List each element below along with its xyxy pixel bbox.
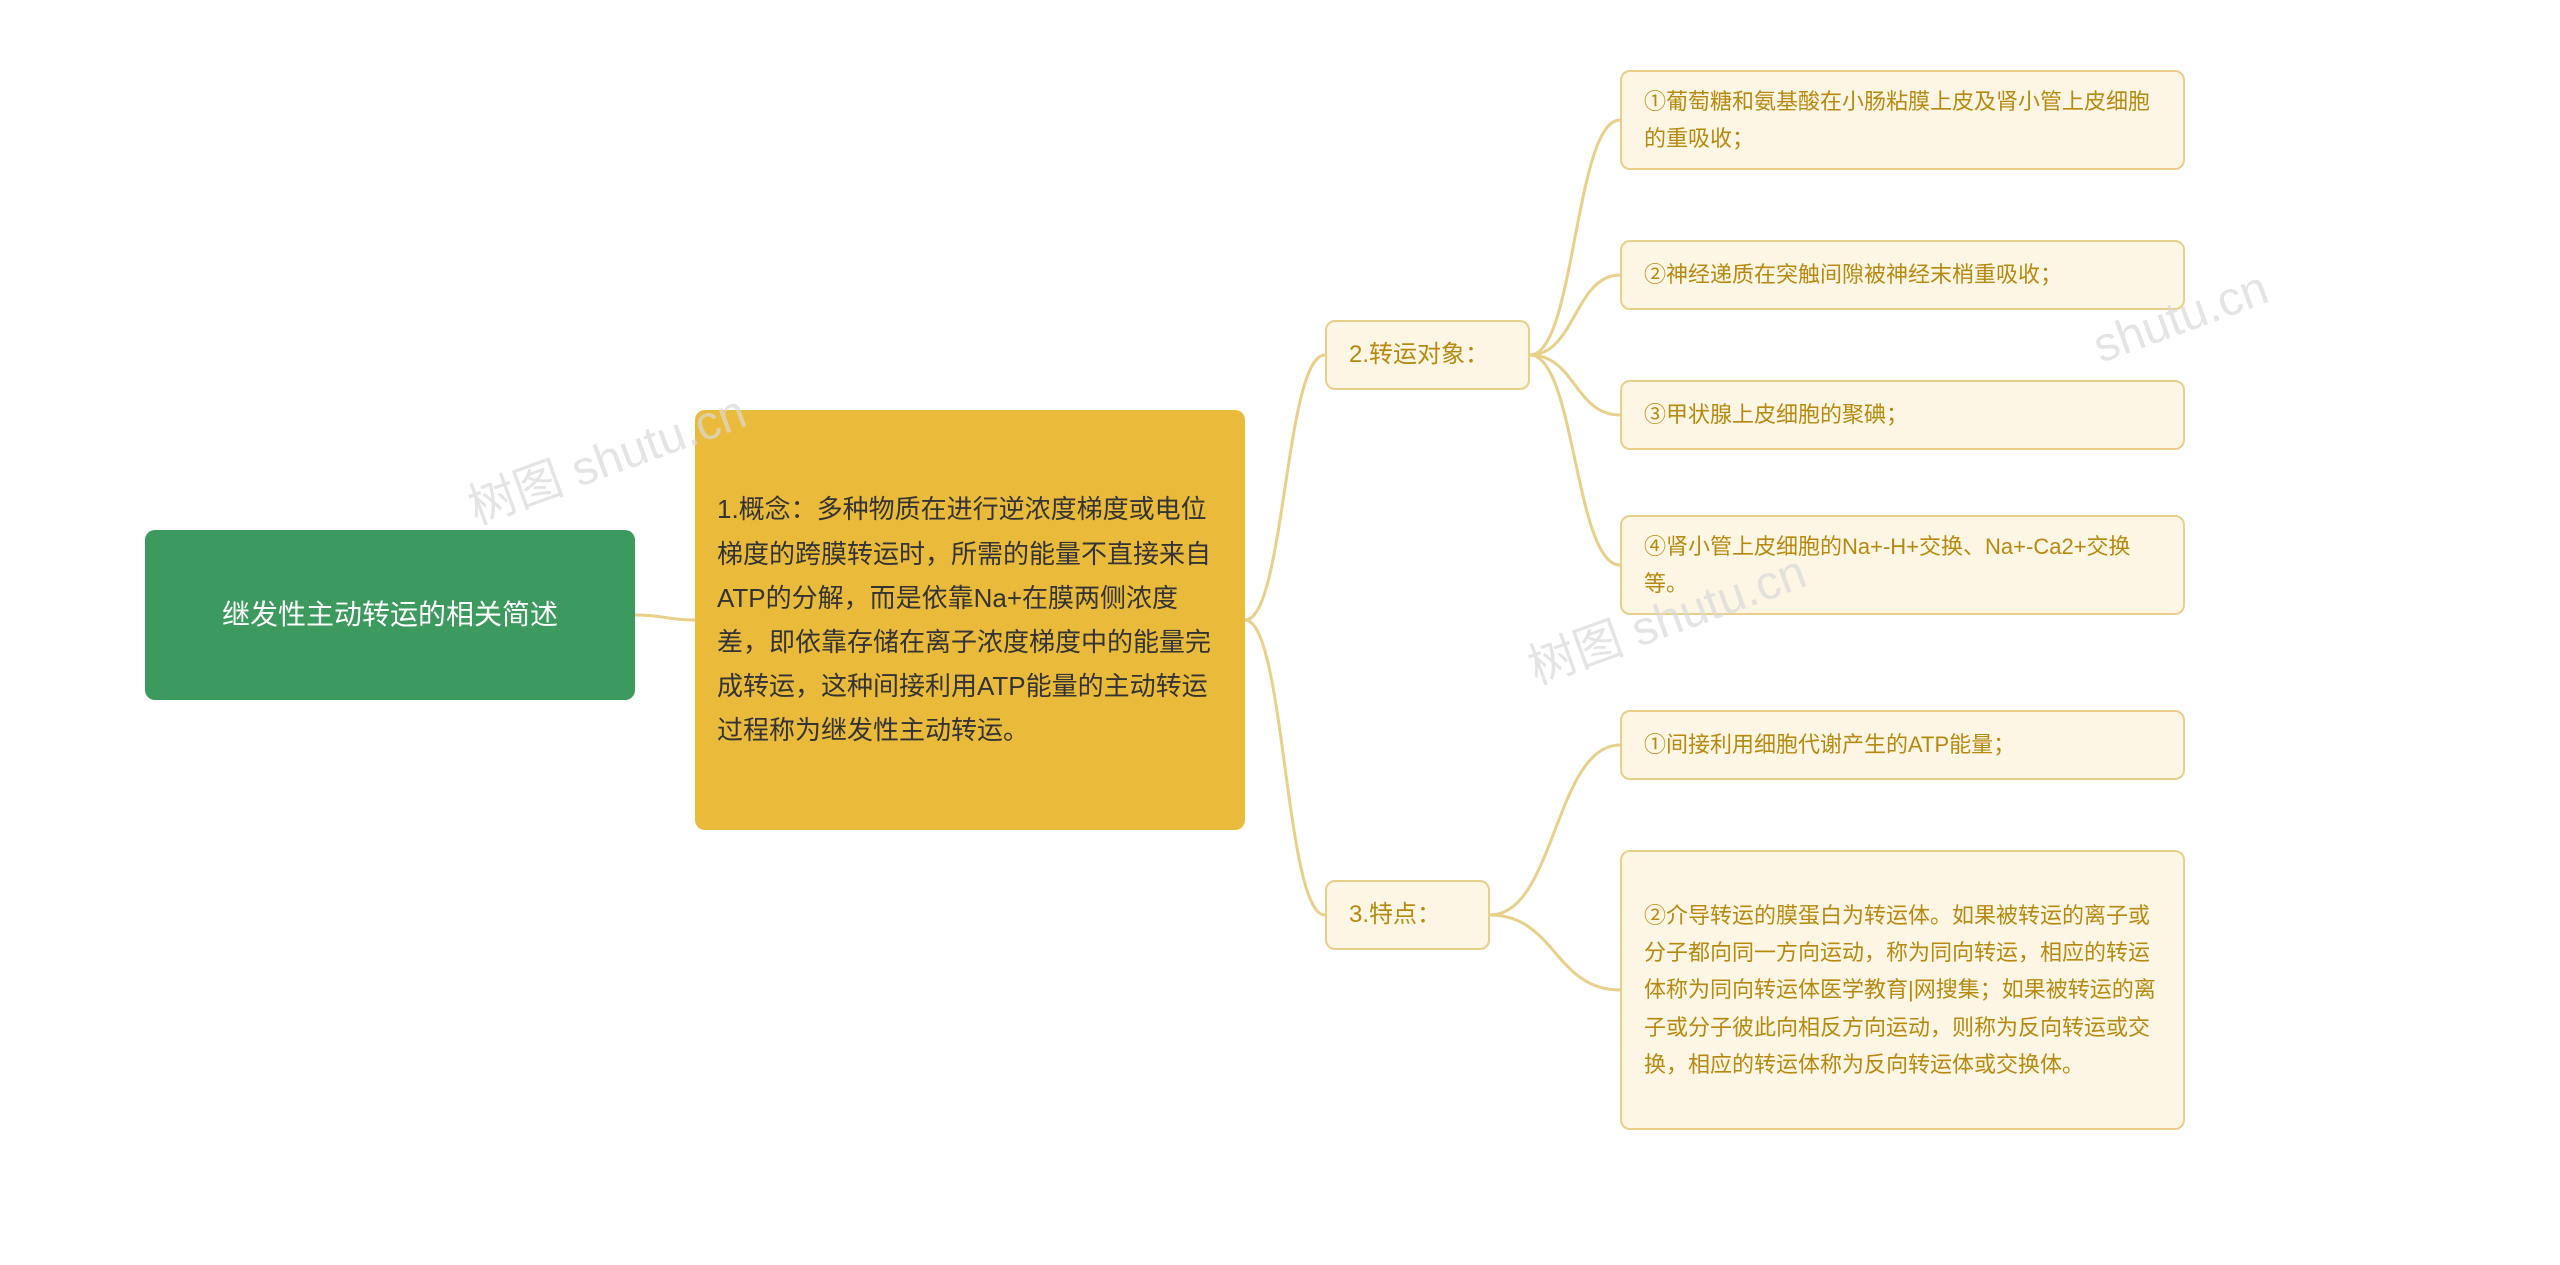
- level3-text: ①间接利用细胞代谢产生的ATP能量；: [1644, 726, 2015, 763]
- connector: [1245, 620, 1325, 915]
- level2-text: 3.特点：: [1349, 895, 1441, 936]
- connector: [1530, 355, 1620, 565]
- connector: [1530, 275, 1620, 355]
- level3-text: ②介导转运的膜蛋白为转运体。如果被转运的离子或分子都向同一方向运动，称为同向转运…: [1644, 897, 2161, 1084]
- connector: [1490, 915, 1620, 990]
- level2-text: 2.转运对象：: [1349, 335, 1489, 376]
- level3-node: ③甲状腺上皮细胞的聚碘；: [1620, 380, 2185, 450]
- level3-node: ②介导转运的膜蛋白为转运体。如果被转运的离子或分子都向同一方向运动，称为同向转运…: [1620, 850, 2185, 1130]
- level3-node: ②神经递质在突触间隙被神经末梢重吸收；: [1620, 240, 2185, 310]
- level3-text: ③甲状腺上皮细胞的聚碘；: [1644, 396, 1908, 433]
- connector: [1530, 355, 1620, 415]
- level1-text: 1.概念：多种物质在进行逆浓度梯度或电位梯度的跨膜转运时，所需的能量不直接来自A…: [717, 487, 1223, 752]
- root-text: 继发性主动转运的相关简述: [222, 591, 558, 639]
- connector: [1245, 355, 1325, 620]
- connector: [1530, 120, 1620, 355]
- level3-text: ①葡萄糖和氨基酸在小肠粘膜上皮及肾小管上皮细胞的重吸收；: [1644, 83, 2161, 158]
- connector: [1490, 745, 1620, 915]
- level2-node: 2.转运对象：: [1325, 320, 1530, 390]
- level2-node: 3.特点：: [1325, 880, 1490, 950]
- level1-node: 1.概念：多种物质在进行逆浓度梯度或电位梯度的跨膜转运时，所需的能量不直接来自A…: [695, 410, 1245, 830]
- level3-text: ④肾小管上皮细胞的Na+-H+交换、Na+-Ca2+交换等。: [1644, 528, 2161, 603]
- level3-node: ①间接利用细胞代谢产生的ATP能量；: [1620, 710, 2185, 780]
- level3-node: ④肾小管上皮细胞的Na+-H+交换、Na+-Ca2+交换等。: [1620, 515, 2185, 615]
- connector: [635, 615, 695, 620]
- level3-node: ①葡萄糖和氨基酸在小肠粘膜上皮及肾小管上皮细胞的重吸收；: [1620, 70, 2185, 170]
- level3-text: ②神经递质在突触间隙被神经末梢重吸收；: [1644, 256, 2062, 293]
- root-node: 继发性主动转运的相关简述: [145, 530, 635, 700]
